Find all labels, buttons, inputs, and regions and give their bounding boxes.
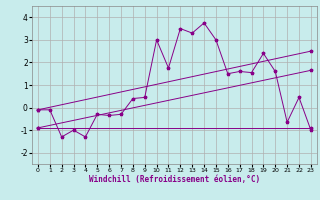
X-axis label: Windchill (Refroidissement éolien,°C): Windchill (Refroidissement éolien,°C): [89, 175, 260, 184]
